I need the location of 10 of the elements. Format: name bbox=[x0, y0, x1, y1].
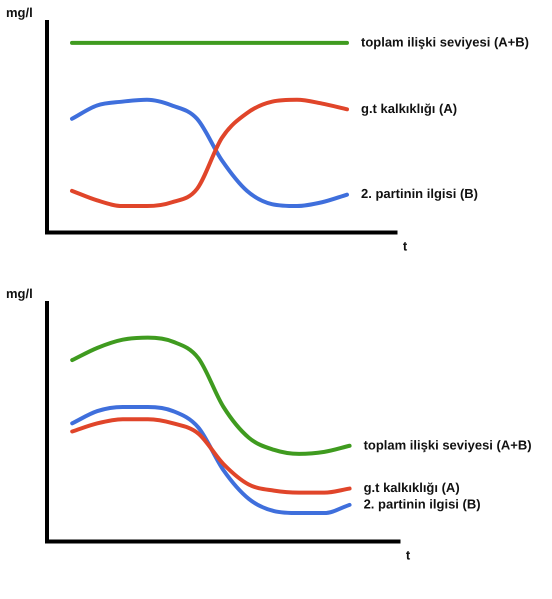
series-label: 2. partinin ilgisi (B) bbox=[364, 496, 481, 512]
y-axis-title: mg/l bbox=[6, 286, 33, 302]
series-label: 2. partinin ilgisi (B) bbox=[361, 186, 478, 202]
series-label: g.t kalkıklığı (A) bbox=[361, 100, 458, 116]
series-label: toplam ilişki seviyesi (A+B) bbox=[364, 437, 532, 452]
series-label: g.t kalkıklığı (A) bbox=[364, 480, 460, 496]
y-axis-title: mg/l bbox=[6, 5, 33, 20]
series-label: toplam ilişki seviyesi (A+B) bbox=[361, 34, 529, 50]
x-axis-title: t bbox=[402, 238, 408, 254]
x-axis-title: t bbox=[406, 548, 411, 563]
